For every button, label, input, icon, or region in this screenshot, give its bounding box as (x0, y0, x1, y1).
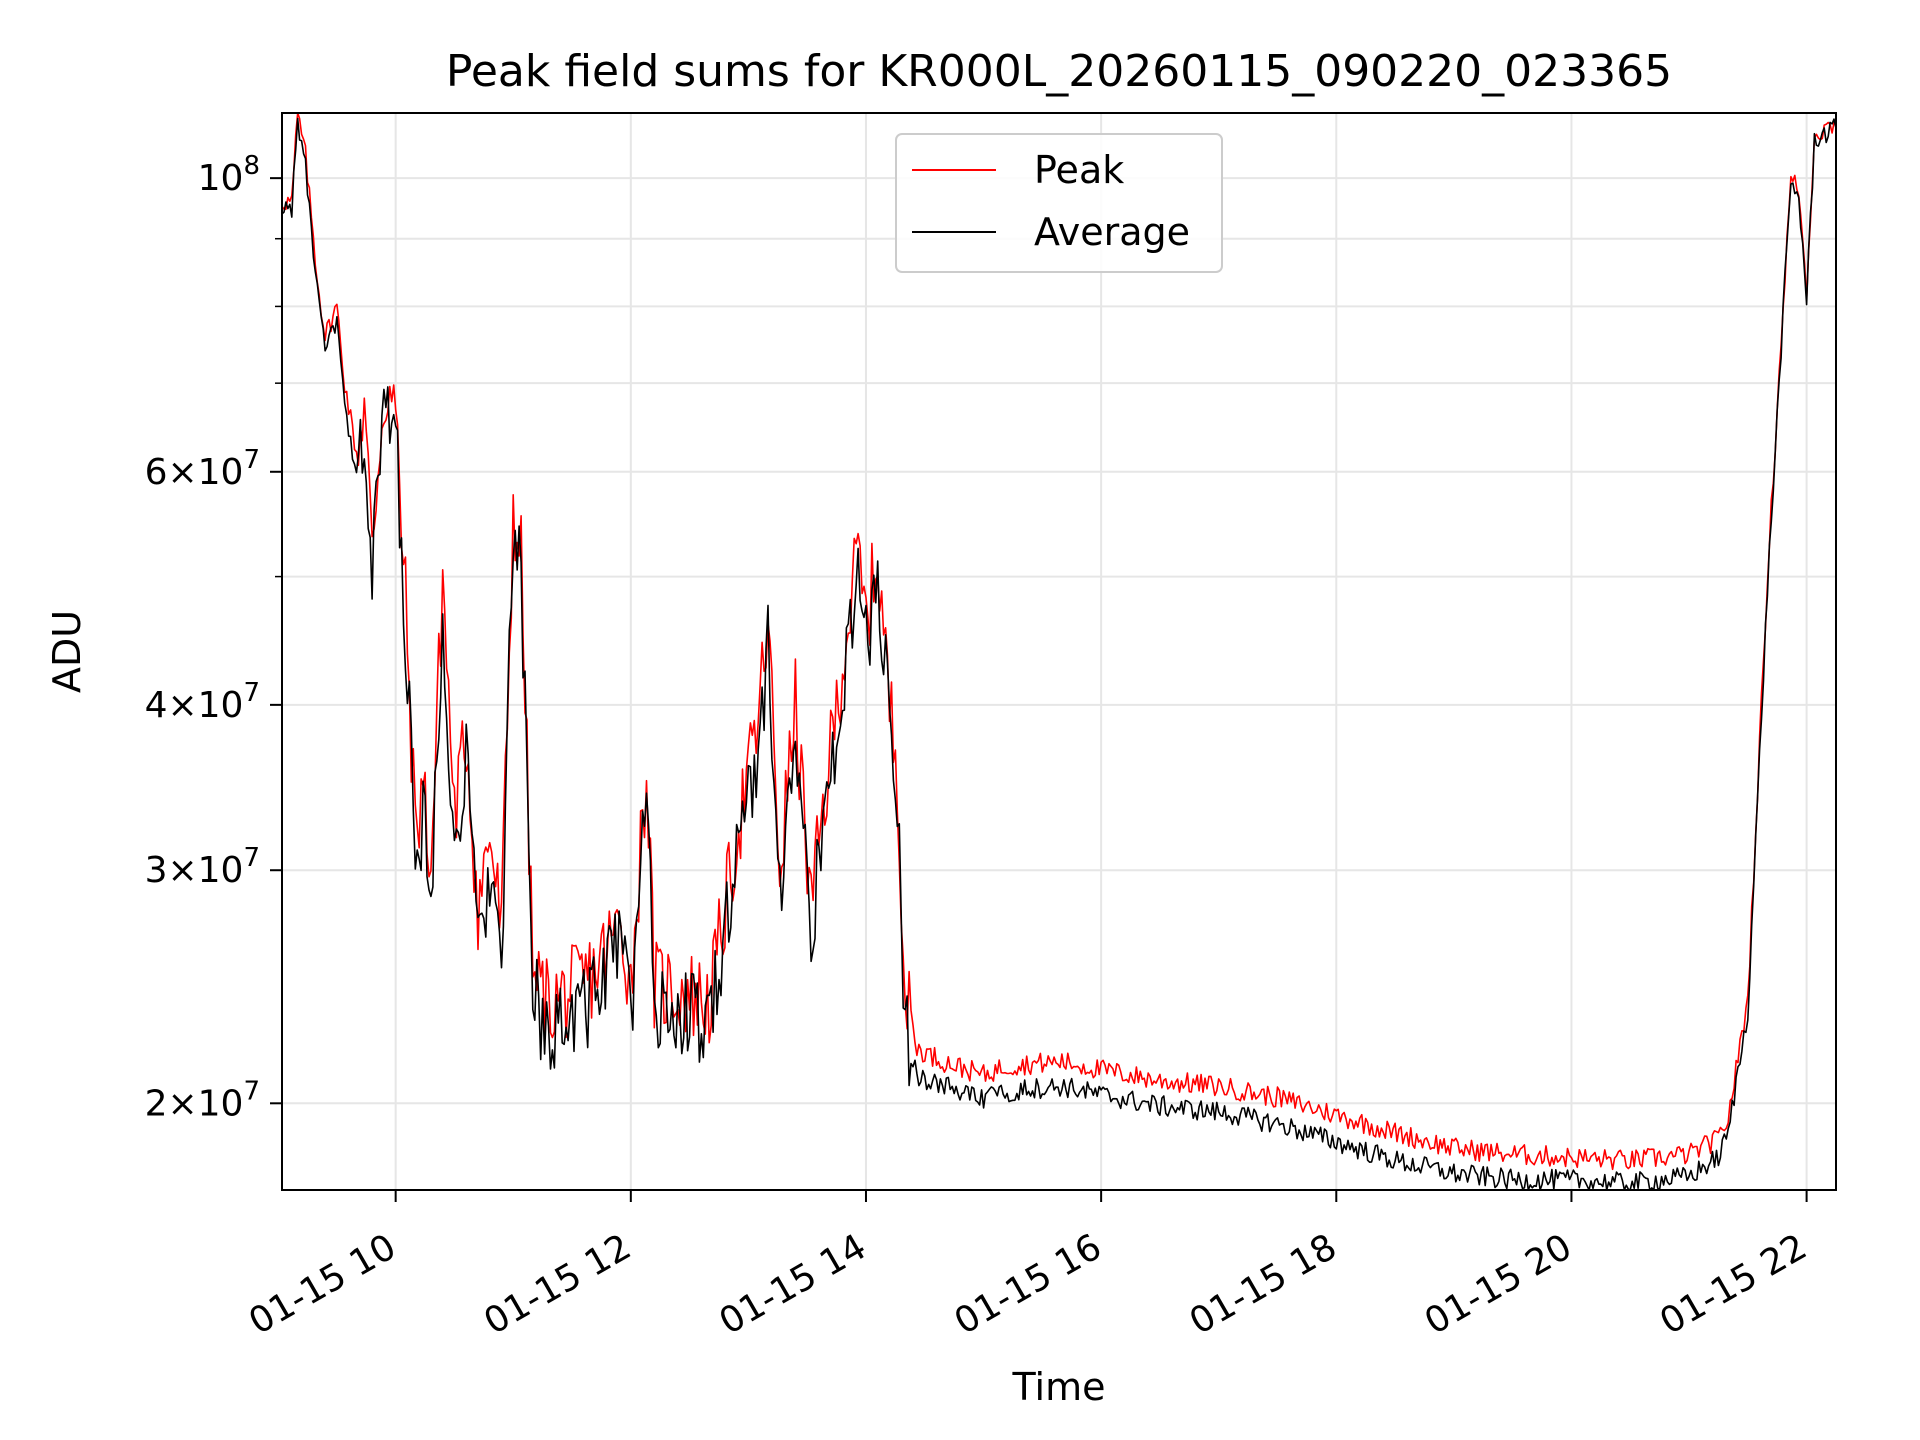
x-tick-label: 01-15 12 (477, 1226, 638, 1342)
grid (282, 113, 1836, 1190)
y-tick-label: 108 (198, 151, 260, 199)
x-axis-label: Time (1012, 1365, 1106, 1409)
chart-title: Peak field sums for KR000L_20260115_0902… (446, 46, 1672, 97)
legend: Peak Average (895, 133, 1223, 273)
y-axis-label: ADU (45, 610, 89, 693)
y-tick-label: 6×107 (145, 445, 260, 493)
y-tick-label: 4×107 (145, 678, 260, 726)
y-tick-label: 3×107 (145, 843, 260, 891)
plot-area (281, 112, 1837, 1191)
legend-label-average: Average (1034, 210, 1190, 254)
x-tick-label: 01-15 14 (713, 1226, 874, 1342)
x-tick-label: 01-15 22 (1653, 1226, 1814, 1342)
series-line-peak (281, 112, 1837, 1171)
y-tick-label: 2×107 (145, 1076, 260, 1124)
series-line-average (281, 117, 1837, 1191)
legend-label-peak: Peak (1034, 148, 1124, 192)
plot-frame (281, 112, 1837, 1191)
x-tick-label: 01-15 18 (1183, 1226, 1344, 1342)
legend-box (895, 133, 1223, 273)
x-tick-label: 01-15 20 (1418, 1226, 1579, 1342)
x-tick-label: 01-15 10 (242, 1226, 403, 1342)
x-tick-label: 01-15 16 (948, 1226, 1109, 1342)
